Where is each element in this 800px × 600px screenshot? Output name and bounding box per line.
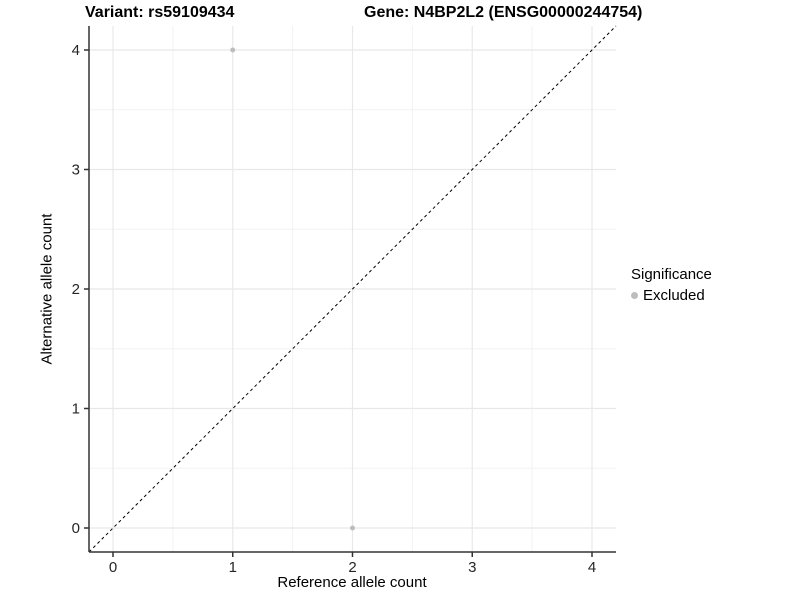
y-tick-label: 0 bbox=[72, 520, 80, 537]
legend-title: Significance bbox=[631, 266, 712, 283]
x-tick-label: 2 bbox=[348, 559, 356, 576]
legend-item-label: Excluded bbox=[643, 287, 705, 304]
legend-point-icon bbox=[631, 292, 638, 299]
y-axis-title: Alternative allele count bbox=[38, 213, 56, 365]
x-tick-label: 1 bbox=[229, 559, 237, 576]
x-tick-label: 0 bbox=[109, 559, 117, 576]
y-tick-label: 1 bbox=[72, 401, 80, 418]
x-tick-label: 4 bbox=[588, 559, 596, 576]
x-tick-label: 3 bbox=[468, 559, 476, 576]
legend: Significance Excluded bbox=[631, 266, 712, 304]
x-axis-title: Reference allele count bbox=[277, 574, 427, 591]
legend-item-excluded: Excluded bbox=[631, 287, 712, 304]
plot-title-variant: Variant: rs59109434 bbox=[85, 4, 235, 21]
y-tick-label: 4 bbox=[72, 42, 80, 59]
data-point bbox=[350, 525, 355, 531]
y-tick-label: 2 bbox=[72, 281, 80, 298]
y-tick-label: 3 bbox=[72, 162, 80, 179]
plot-title-gene: Gene: N4BP2L2 (ENSG00000244754) bbox=[364, 4, 643, 21]
data-point bbox=[230, 47, 236, 53]
identity-dashed-line bbox=[88, 25, 617, 553]
